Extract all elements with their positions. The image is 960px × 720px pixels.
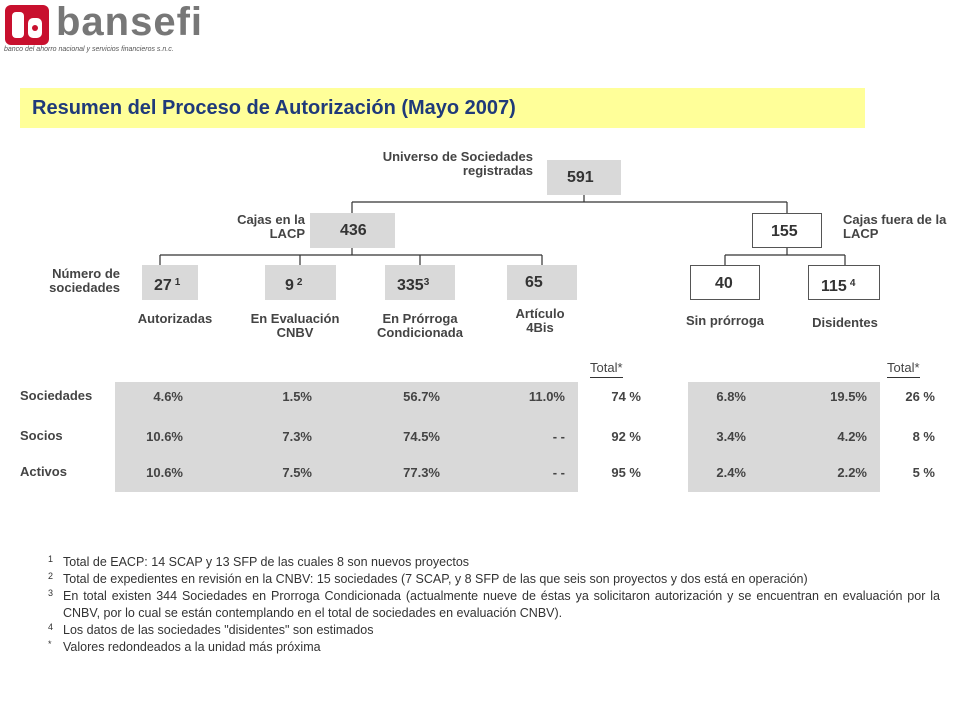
- cell: 74 %: [611, 389, 641, 404]
- cell: 3.4%: [716, 429, 746, 444]
- cell: 10.6%: [146, 429, 183, 444]
- node-label: Sin prórroga: [685, 313, 764, 328]
- root-box: 591: [547, 160, 621, 195]
- cell: 74.5%: [403, 429, 440, 444]
- connectors: [159, 195, 846, 265]
- cell: 10.6%: [146, 465, 183, 480]
- cell: - -: [552, 429, 565, 444]
- node-box: 40: [690, 265, 760, 300]
- cell: 7.3%: [282, 429, 312, 444]
- footnote-marker: *: [48, 639, 52, 649]
- footnote-text: Total de expedientes en revisión en la C…: [63, 572, 808, 586]
- cell: 2.2%: [837, 465, 867, 480]
- group-label: Cajas en la LACP: [237, 212, 305, 241]
- node-box: 27 1: [142, 265, 198, 300]
- node-label: En Evaluación CNBV: [250, 311, 340, 340]
- node-note: 3: [423, 277, 430, 288]
- cell: 56.7%: [403, 389, 440, 404]
- footnote-marker: 4: [48, 622, 54, 632]
- cell: 5 %: [912, 465, 935, 480]
- cell: 1.5%: [282, 389, 312, 404]
- row-label: Número de sociedades: [49, 266, 120, 295]
- cell: - -: [552, 465, 565, 480]
- row-label: Sociedades: [20, 388, 93, 403]
- node-note: 1: [174, 277, 181, 288]
- node-note: 4: [849, 278, 856, 289]
- table-band: [688, 382, 880, 492]
- logo-icon: [5, 5, 49, 45]
- cell: 11.0%: [528, 389, 565, 404]
- node-value: 27: [154, 277, 172, 294]
- node-value: 9: [285, 277, 294, 294]
- footnote-text: Total de EACP: 14 SCAP y 13 SFP de las c…: [63, 555, 470, 569]
- logo-name: bansefi: [56, 0, 204, 44]
- node-box: 65: [507, 265, 577, 300]
- group-box: 436: [310, 213, 395, 248]
- group-box: 155: [752, 213, 822, 248]
- cell: 4.6%: [153, 389, 183, 404]
- cell: 92 %: [611, 429, 641, 444]
- logo-tagline: banco del ahorro nacional y servicios fi…: [4, 46, 174, 53]
- row-label: Activos: [20, 464, 67, 479]
- node-note: 2: [296, 277, 303, 288]
- node-box: 3353: [385, 265, 455, 300]
- cell: 77.3%: [403, 465, 440, 480]
- footnote-marker: 1: [48, 554, 54, 564]
- footnote-text: Valores redondeados a la unidad más próx…: [63, 640, 321, 654]
- footnote-text: Los datos de las sociedades "disidentes"…: [63, 623, 374, 637]
- table-band: [115, 382, 578, 492]
- node-label: Autorizadas: [137, 311, 213, 326]
- row-label: Socios: [20, 428, 63, 443]
- title-bar: [20, 88, 865, 128]
- group-label: Cajas fuera de la LACP: [843, 212, 947, 241]
- node-value: 115: [821, 278, 847, 295]
- cell: 6.8%: [716, 389, 746, 404]
- cell: 8 %: [912, 429, 935, 444]
- node-label: En Prórroga Condicionada: [377, 311, 463, 340]
- cell: 2.4%: [716, 465, 746, 480]
- cell: 95 %: [611, 465, 641, 480]
- cell: 4.2%: [837, 429, 867, 444]
- cell: 7.5%: [282, 465, 312, 480]
- footnote-marker: 3: [48, 588, 54, 598]
- cell: 26 %: [905, 389, 935, 404]
- node-label: Disidentes: [812, 315, 878, 330]
- footnote-marker: 2: [48, 571, 54, 581]
- root-label: Universo de Sociedades registradas: [382, 149, 533, 178]
- title: Resumen del Proceso de Autorización (May…: [32, 97, 516, 119]
- node-value: 335: [397, 277, 424, 294]
- cell: 19.5%: [830, 389, 867, 404]
- node-box: 115 4: [808, 265, 880, 300]
- footnote-text: En total existen 344 Sociedades en Prorr…: [63, 589, 940, 620]
- total-header: Total*: [590, 361, 623, 378]
- node-label: Artículo 4Bis: [515, 306, 565, 335]
- total-header: Total*: [887, 361, 920, 378]
